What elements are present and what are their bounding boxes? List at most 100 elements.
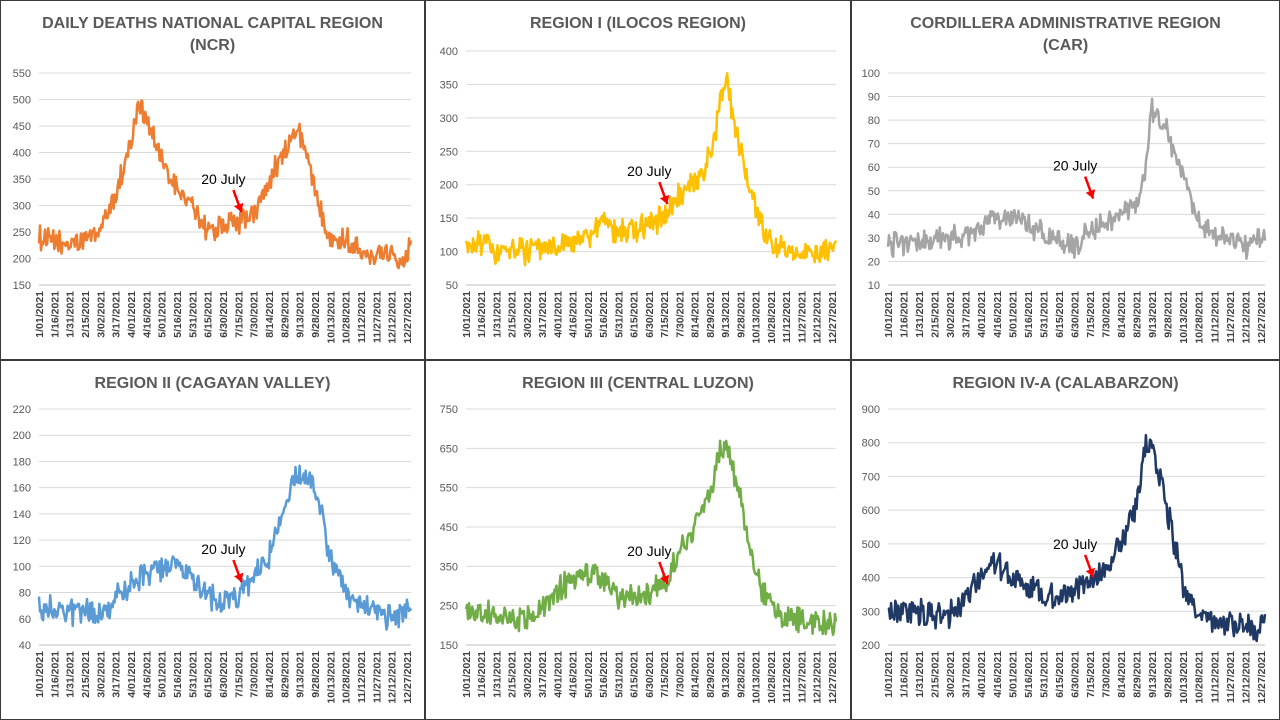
y-tick-label: 150 [440, 213, 458, 225]
chart-title: CORDILLERA ADMINISTRATIVE REGION (CAR) [852, 13, 1279, 57]
x-tick-label: 5/16/2021 [1023, 651, 1035, 698]
chart-svg: 40 60 80 100 120 140 160 180 200 220 1/01/2021 1/16… [13, 404, 414, 704]
x-tick-label: 12/12/2021 [1240, 651, 1252, 704]
x-tick-label: 10/28/2021 [341, 651, 353, 704]
x-tick-label: 11/27/2021 [1225, 651, 1237, 703]
y-tick-label: 550 [13, 68, 31, 80]
x-tick-label: 12/12/2021 [1240, 291, 1252, 344]
x-tick-label: 1/31/2021 [914, 291, 926, 338]
x-tick-label: 9/28/2021 [1163, 651, 1175, 698]
chart-svg: 200 300 400 500 600 700 800 900 1/01/2021 1/16/20… [862, 404, 1268, 704]
chart-subtitle-text: (CAR) [1042, 37, 1089, 54]
y-tick-label: 700 [862, 471, 880, 483]
x-tick-label: 2/15/2021 [930, 651, 942, 698]
annotation-label: 20 July [627, 163, 671, 179]
chart-title: REGION I (ILOCOS REGION) [426, 13, 850, 35]
x-tick-label: 2/15/2021 [507, 291, 519, 338]
x-tick-label: 1/31/2021 [491, 291, 503, 338]
x-tick-label: 1/01/2021 [34, 291, 46, 338]
x-tick-label: 5/16/2021 [598, 651, 610, 698]
annotation-label: 20 July [1053, 158, 1097, 174]
x-tick-label: 10/13/2021 [325, 651, 337, 704]
x-tick-label: 5/31/2021 [1038, 291, 1050, 338]
annotation-arrowhead [234, 572, 244, 582]
y-tick-label: 140 [13, 509, 31, 521]
x-tick-label: 9/28/2021 [735, 291, 747, 338]
x-tick-label: 10/13/2021 [1178, 651, 1190, 704]
x-tick-label: 1/01/2021 [883, 291, 895, 338]
x-tick-label: 8/29/2021 [279, 291, 291, 338]
y-tick-label: 30 [868, 233, 880, 245]
y-tick-label: 450 [440, 522, 458, 534]
x-tick-label: 9/28/2021 [1163, 291, 1175, 338]
y-tick-label: 80 [19, 588, 31, 600]
chart-panel-5: REGION III (CENTRAL LUZON) 150 250 350 450 55… [425, 360, 851, 720]
x-tick-label: 4/01/2021 [552, 651, 564, 698]
chart-panel-2: REGION I (ILOCOS REGION) 50 100 150 200 250 30… [425, 0, 851, 360]
chart-title-text: REGION IV-A (CALABARZON) [952, 375, 1179, 392]
x-tick-label: 1/31/2021 [914, 651, 926, 698]
x-tick-label: 1/16/2021 [476, 651, 488, 698]
x-tick-label: 9/13/2021 [295, 651, 307, 698]
x-tick-label: 6/30/2021 [218, 651, 230, 698]
y-tick-label: 400 [862, 573, 880, 585]
y-tick-label: 50 [446, 280, 458, 292]
y-tick-label: 10 [868, 280, 880, 292]
x-tick-label: 12/27/2021 [402, 651, 414, 704]
chart-panel-6: REGION IV-A (CALABARZON) 200 300 400 500 600 7… [851, 360, 1280, 720]
x-tick-label: 7/15/2021 [1085, 291, 1097, 338]
y-tick-label: 350 [440, 561, 458, 573]
y-tick-label: 200 [440, 180, 458, 192]
x-tick-label: 3/02/2021 [522, 651, 534, 698]
x-tick-label: 7/30/2021 [674, 291, 686, 338]
x-tick-label: 7/30/2021 [1101, 651, 1113, 698]
y-tick-label: 220 [13, 404, 31, 416]
y-tick-label: 100 [862, 68, 880, 80]
y-tick-label: 160 [13, 483, 31, 495]
y-tick-label: 300 [862, 606, 880, 618]
series-line [464, 439, 838, 637]
x-tick-label: 4/01/2021 [126, 651, 138, 698]
y-tick-label: 500 [862, 539, 880, 551]
x-tick-label: 5/31/2021 [187, 291, 199, 338]
y-tick-label: 500 [13, 95, 31, 107]
x-tick-label: 7/30/2021 [249, 651, 261, 698]
x-tick-label: 7/30/2021 [249, 291, 261, 338]
series-line [37, 99, 413, 270]
x-tick-label: 5/31/2021 [613, 651, 625, 698]
y-tick-label: 400 [440, 46, 458, 58]
x-tick-label: 11/27/2021 [1225, 291, 1237, 343]
x-tick-label: 4/16/2021 [568, 651, 580, 698]
x-tick-label: 1/01/2021 [34, 651, 46, 698]
y-tick-label: 50 [868, 186, 880, 198]
x-tick-label: 7/30/2021 [1101, 291, 1113, 338]
x-tick-label: 6/15/2021 [1054, 651, 1066, 698]
annotation-arrowhead [1085, 189, 1096, 199]
x-tick-label: 7/15/2021 [233, 291, 245, 338]
x-tick-label: 5/01/2021 [583, 291, 595, 338]
y-tick-label: 200 [862, 640, 880, 652]
chart-title-text: REGION I (ILOCOS REGION) [529, 15, 746, 32]
y-tick-label: 80 [868, 115, 880, 127]
x-tick-label: 1/16/2021 [49, 651, 61, 698]
x-tick-label: 12/27/2021 [1256, 651, 1268, 704]
chart-subtitle-text: (NCR) [189, 37, 236, 54]
y-tick-label: 350 [13, 174, 31, 186]
y-tick-label: 400 [13, 148, 31, 160]
y-tick-label: 450 [13, 121, 31, 133]
x-tick-label: 9/13/2021 [720, 651, 732, 698]
x-tick-label: 1/01/2021 [883, 651, 895, 698]
x-tick-label: 5/01/2021 [157, 291, 169, 338]
y-tick-label: 900 [862, 404, 880, 416]
chart-svg: 150 200 250 300 350 400 450 500 550 1/01/2021 1/16… [13, 68, 414, 344]
y-tick-label: 300 [440, 113, 458, 125]
x-tick-label: 8/29/2021 [1132, 291, 1144, 338]
x-tick-label: 11/12/2021 [356, 291, 368, 343]
x-tick-label: 11/12/2021 [1209, 651, 1221, 703]
x-tick-label: 5/01/2021 [157, 651, 169, 698]
x-tick-label: 6/30/2021 [1069, 291, 1081, 338]
x-tick-label: 12/12/2021 [812, 291, 824, 344]
x-tick-label: 3/17/2021 [537, 651, 549, 698]
x-tick-label: 10/13/2021 [325, 291, 337, 344]
